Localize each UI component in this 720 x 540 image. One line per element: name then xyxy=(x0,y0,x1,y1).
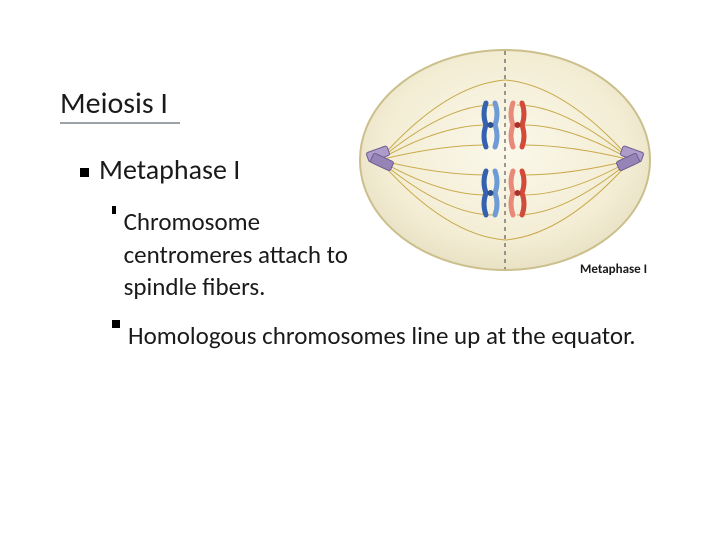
bullet-item-2: Homologous chromosomes line up at the eq… xyxy=(112,320,672,353)
sub-heading: Metaphase I xyxy=(80,152,240,187)
bullet-item-1: Chromosome centromeres attach to spindle… xyxy=(112,206,352,304)
sub-heading-text: Metaphase I xyxy=(99,152,240,187)
bullet-text: Homologous chromosomes line up at the eq… xyxy=(128,320,636,353)
bullet-square-icon xyxy=(112,320,120,328)
bullet-square-icon xyxy=(112,206,116,214)
bullet-text: Chromosome centromeres attach to spindle… xyxy=(124,206,352,304)
title-underline xyxy=(60,122,180,124)
page-title: Meiosis I xyxy=(60,85,168,122)
bullet-square-icon xyxy=(80,168,89,177)
metaphase-diagram xyxy=(355,25,655,295)
diagram-caption: Metaphase I xyxy=(580,262,647,277)
